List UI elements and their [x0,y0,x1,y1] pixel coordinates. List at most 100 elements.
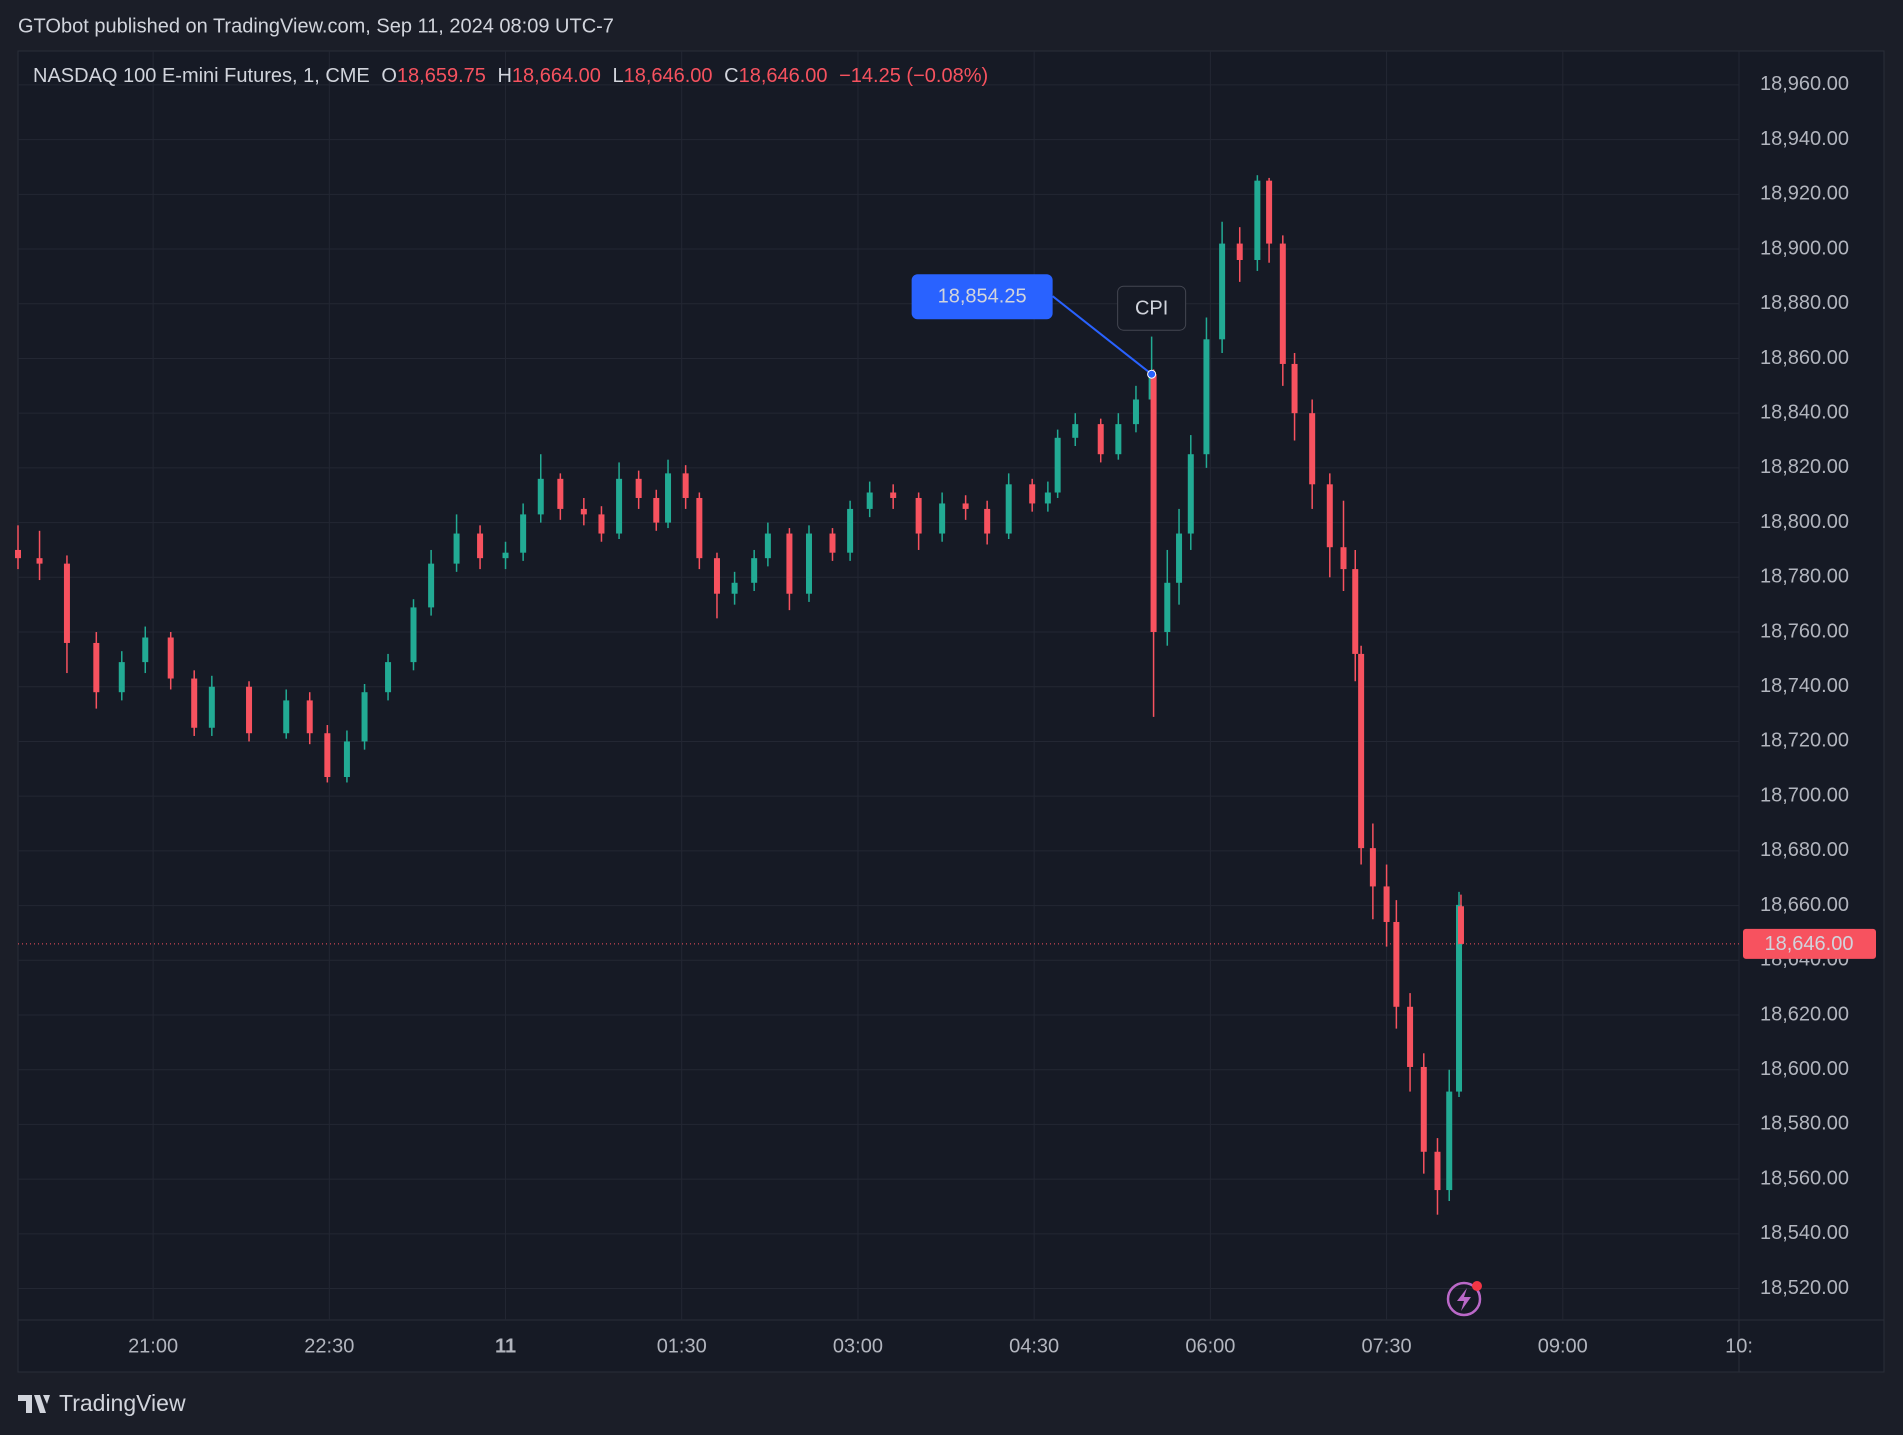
y-tick-label: 18,740.00 [1760,675,1849,697]
x-tick-label: 04:30 [1009,1335,1059,1357]
candle-body [324,733,331,778]
candle-body [829,533,836,553]
grid [18,51,1740,1320]
candle-body [1326,484,1333,548]
candle-body [1005,484,1012,534]
ohlc-key: L [612,65,623,87]
candle-body [890,492,897,498]
y-tick-label: 18,900.00 [1760,237,1849,259]
candle-body [343,741,350,778]
candle-body [1434,1151,1441,1191]
candle-body [939,503,946,534]
candle-body [453,533,460,564]
candle-body [616,478,623,534]
candle-body [713,558,720,594]
ohlc-value: 18,646.00 [739,65,828,87]
candle-body [361,692,368,742]
candle-body [1254,180,1261,260]
y-tick-label: 18,660.00 [1760,894,1849,916]
candle-body [1132,399,1139,425]
last-price-label: 18,646.00 [1765,933,1854,955]
alert-icon-ring [1446,1281,1482,1317]
y-tick-label: 18,540.00 [1760,1222,1849,1244]
y-tick-label: 18,840.00 [1760,401,1849,423]
candle-body [36,558,43,564]
candle-body [764,533,771,559]
candle-body [1164,582,1171,633]
y-tick-label: 18,620.00 [1760,1003,1849,1025]
candle-body [283,700,290,734]
candle-body [1352,569,1359,654]
x-tick-label: 07:30 [1362,1335,1412,1357]
symbol: NASDAQ 100 E-mini Futures, 1, CME [33,65,370,87]
change-percent: (−0.08%) [906,65,988,87]
candle-body [805,533,812,594]
x-tick-label: 03:00 [833,1335,883,1357]
candle-body [962,503,969,509]
candle-body [93,642,100,693]
ohlc-value: 18,646.00 [624,65,713,87]
candle-body [1383,886,1390,922]
logo-mark [18,1395,50,1413]
candle-body [520,514,527,553]
candle-body [1456,904,1463,1092]
y-tick-label: 18,780.00 [1760,566,1849,588]
candle-body [191,678,198,728]
candle-body [15,549,21,559]
candle-body [1309,413,1316,485]
candle-body [580,508,587,515]
candle-body [1072,424,1079,438]
y-tick-label: 18,680.00 [1760,839,1849,861]
x-tick-label: 21:00 [128,1335,178,1357]
event-label: CPI [1135,297,1168,319]
candle-body [1420,1066,1427,1152]
candle-body [1054,437,1061,493]
candle-body [557,478,564,509]
candle-body [731,582,738,594]
x-tick-label: 06:00 [1185,1335,1235,1357]
callout-line [1052,295,1153,375]
candle-body [866,492,873,509]
candle-body [63,563,70,643]
y-tick-label: 18,820.00 [1760,456,1849,478]
x-tick-label: 11 [495,1335,516,1357]
candle-body [1236,243,1243,260]
candle-body [537,478,544,515]
candle-body [1358,653,1365,849]
candle-body [428,563,435,608]
candle-body [246,686,253,734]
change: −14.25 [839,65,901,87]
candle-body [786,533,793,594]
candle-body [142,637,149,663]
legend: NASDAQ 100 E-mini Futures, 1, CME O18,65… [33,65,988,87]
candle-body [208,686,215,728]
alert-icon[interactable] [1446,1281,1482,1317]
y-tick-label: 18,600.00 [1760,1058,1849,1080]
callout-box [911,274,1053,320]
x-tick-label: 01:30 [657,1335,707,1357]
candle-body [306,700,313,734]
candle-body [1457,906,1464,944]
ohlc-key: O [381,65,397,87]
candle-body [410,607,417,663]
alert-icon-bolt [1457,1288,1471,1311]
callout-label: 18,854.25 [938,285,1027,307]
candle-body [682,473,689,498]
candle-body [635,478,642,498]
candle-body [1044,492,1051,504]
y-tick-label: 18,860.00 [1760,347,1849,369]
candle-body [847,508,854,553]
ohlc-key: C [724,65,738,87]
candle-body [1150,374,1157,633]
event-box [1117,285,1187,331]
candle-body [1266,180,1273,244]
candle-body [1029,484,1036,504]
footer-logo[interactable]: TradingView [18,1390,186,1416]
candle-body [751,558,758,583]
x-tick-label: 10: [1725,1335,1753,1357]
candle-body [1340,547,1347,570]
y-tick-label: 18,920.00 [1760,183,1849,205]
ohlc-value: 18,659.75 [397,65,486,87]
